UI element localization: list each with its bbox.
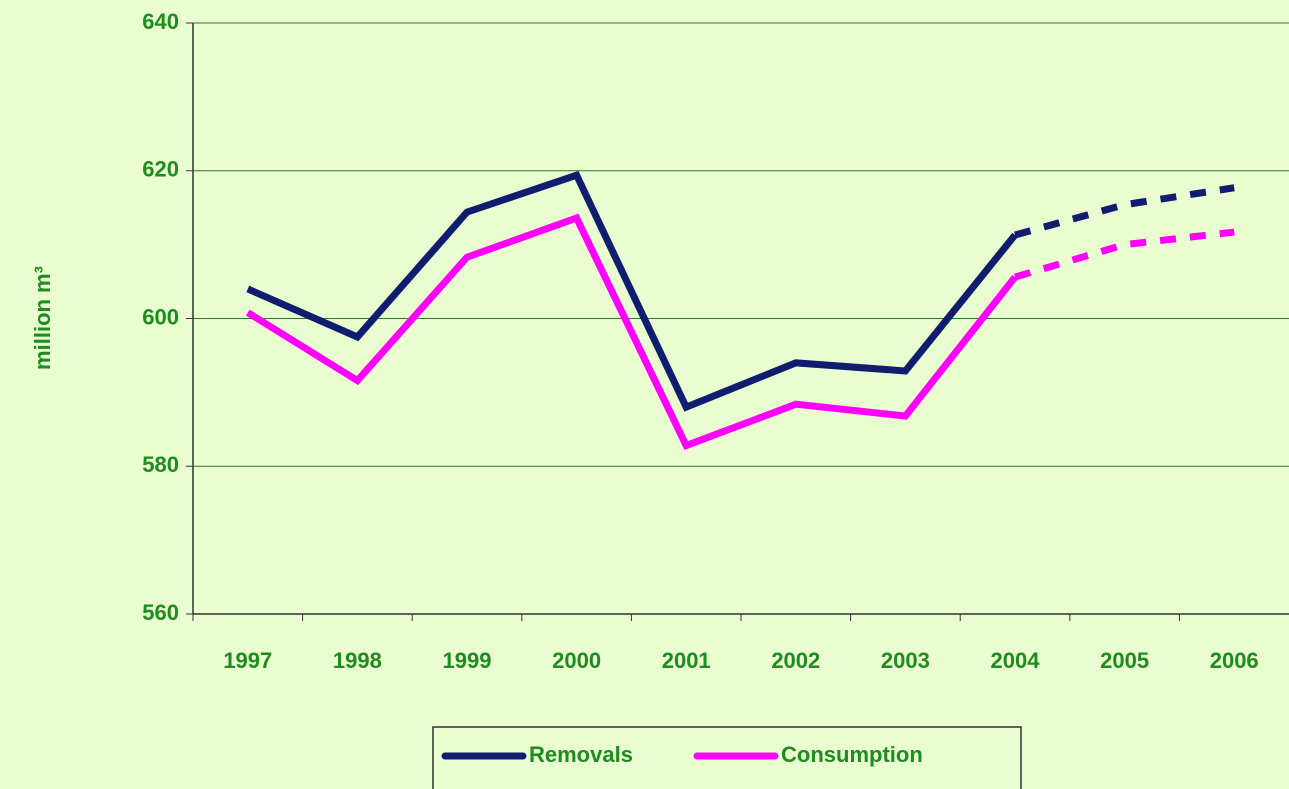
y-tick-label: 560: [142, 600, 179, 625]
y-tick-label: 580: [142, 452, 179, 477]
x-tick-label: 1998: [333, 648, 382, 673]
line-series: [1014, 228, 1235, 281]
line-series: [245, 213, 1018, 450]
line-series: [1014, 184, 1235, 239]
y-tick-label: 620: [142, 157, 179, 182]
x-tick-label: 2005: [1100, 648, 1149, 673]
line-series: [246, 170, 1018, 412]
y-tick-label: 640: [142, 9, 179, 34]
x-tick-label: 2004: [991, 648, 1041, 673]
x-tick-label: 2000: [552, 648, 601, 673]
x-tick-label: 2002: [771, 648, 820, 673]
x-tick-label: 1999: [443, 648, 492, 673]
legend-box: [432, 726, 1022, 789]
legend-label: Consumption: [781, 742, 923, 767]
y-tick-label: 600: [142, 304, 179, 329]
x-tick-label: 2006: [1210, 648, 1259, 673]
x-tick-label: 2003: [881, 648, 930, 673]
legend-label: Removals: [529, 742, 633, 767]
x-tick-label: 2001: [662, 648, 711, 673]
x-tick-label: 1997: [223, 648, 272, 673]
y-axis-label: million m³: [30, 266, 55, 370]
